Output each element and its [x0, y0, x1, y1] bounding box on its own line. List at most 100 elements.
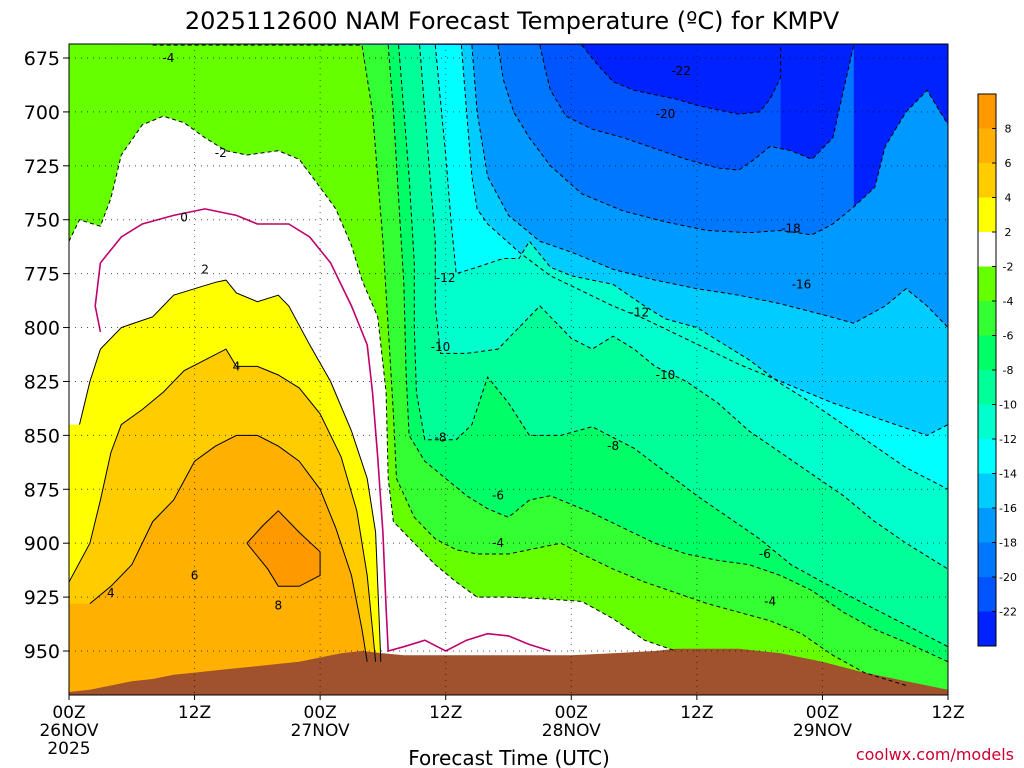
colorbar-swatch [978, 577, 996, 612]
colorbar-swatch [978, 404, 996, 439]
y-tick-label: 750 [24, 210, 60, 232]
contour-line-m6 [387, 45, 948, 663]
colorbar-label: 8 [1005, 123, 1012, 136]
contour-label: -18 [781, 221, 801, 235]
colorbar-label: -20 [999, 571, 1017, 584]
contour-lines [69, 44, 948, 686]
contour-label: -12 [436, 271, 456, 285]
x-tick-label: 12Z [429, 703, 462, 723]
contour-line-m22 [581, 44, 782, 115]
contour-line-m20 [539, 44, 855, 171]
colorbar-swatch [978, 163, 996, 198]
contour-line-4 [69, 348, 377, 662]
y-tick-label: 700 [24, 102, 60, 124]
contour-line-m16 [471, 45, 948, 328]
colorbar-label: -14 [999, 468, 1017, 481]
contour-label: 6 [191, 569, 199, 583]
colorbar-label: -18 [999, 537, 1017, 550]
colorbar-swatch [978, 128, 996, 163]
contour-label: -12 [629, 305, 649, 319]
plot-area [69, 44, 948, 695]
contour-label: -8 [434, 431, 446, 445]
colorbar: 8 6 4 2 -2 -4 -6 -8 -10 -12 -14 -16 -18 -20 -22 [977, 93, 1017, 647]
grid-lines [68, 44, 949, 695]
contour-line-m18 [497, 45, 948, 236]
contour-label: -22 [671, 64, 691, 78]
colorbar-swatch [978, 232, 996, 267]
contour-line-8 [246, 510, 321, 587]
terrain-layer [69, 648, 948, 695]
contour-line-m2 [69, 115, 677, 652]
colorbar-swatch [978, 94, 996, 129]
band-fill-6 [69, 435, 368, 695]
y-tick-label: 900 [24, 533, 60, 555]
y-tick-label: 675 [24, 48, 60, 70]
x-axis-title: Forecast Time (UTC) [408, 746, 610, 768]
colorbar-swatch [978, 335, 996, 370]
colorbar-label: 4 [1005, 192, 1012, 205]
contour-label: -4 [162, 51, 174, 65]
contour-labels: -4-2024468-12-10-8-6-4-22-20-18-16-12-10… [107, 51, 811, 613]
x-tick-label: 12Z [931, 703, 964, 723]
contour-label: -6 [492, 489, 504, 503]
contour-label: 2 [201, 262, 209, 276]
colorbar-label: -6 [1003, 330, 1014, 343]
x-tick-label: 00Z [52, 703, 85, 723]
band-fill-8 [246, 510, 321, 587]
x-tick-label: 28NOV [542, 721, 601, 741]
colorbar-swatch [978, 473, 996, 508]
colorbar-swatch [978, 266, 996, 301]
contour-label: -10 [431, 340, 451, 354]
contour-label: -4 [764, 594, 776, 608]
contour-line-m10 [419, 45, 948, 570]
y-tick-label: 850 [24, 425, 60, 447]
contour-label: 4 [233, 359, 241, 373]
colorbar-label: -8 [1003, 364, 1014, 377]
x-tick-label: 00Z [806, 703, 839, 723]
contour-label: -2 [215, 146, 227, 160]
y-tick-label: 875 [24, 479, 60, 501]
contour-line-m8 [398, 45, 948, 648]
contour-label: -10 [656, 368, 676, 382]
colorbar-label: 2 [1005, 226, 1012, 239]
y-tick-label: 800 [24, 318, 60, 340]
contour-line-0 [94, 208, 551, 653]
contour-label: -6 [759, 547, 771, 561]
x-tick-label: 12Z [680, 703, 713, 723]
contour-line-m12 [434, 45, 948, 490]
contour-label: 0 [180, 211, 188, 225]
contour-label: -20 [656, 107, 676, 121]
contour-label: -16 [792, 277, 812, 291]
plot-frame [68, 43, 949, 696]
colorbar-label: -10 [999, 399, 1017, 412]
colorbar-swatch [978, 370, 996, 405]
colorbar-label: -16 [999, 502, 1017, 515]
contour-line-6 [89, 434, 368, 662]
y-tick-label: 825 [24, 371, 60, 393]
x-tick-label: 29NOV [793, 721, 852, 741]
colorbar-label: 6 [1005, 157, 1012, 170]
terrain-ground [69, 648, 948, 695]
y-tick-label: 725 [24, 156, 60, 178]
x-tick-label: 27NOV [291, 721, 350, 741]
x-tick-label: 00Z [304, 703, 337, 723]
x-tick-label: 2025 [47, 739, 90, 759]
y-axis: 675 700 725 750 775 800 825 850 875 900 925 950 [24, 48, 69, 663]
contour-line-2 [79, 279, 382, 662]
y-tick-label: 925 [24, 587, 60, 609]
chart-title: 2025112600 NAM Forecast Temperature (ºC)… [185, 7, 840, 35]
contour-label: -8 [607, 439, 619, 453]
y-tick-label: 775 [24, 264, 60, 286]
colorbar-label: -2 [1003, 261, 1014, 274]
contour-label: -4 [492, 536, 504, 550]
contour-line-m4 [152, 44, 907, 686]
temperature-fill-bands [69, 44, 948, 695]
x-tick-label: 26NOV [39, 721, 98, 741]
colorbar-label: -4 [1003, 295, 1014, 308]
credit-text: coolwx.com/models [856, 745, 1014, 764]
y-tick-label: 950 [24, 641, 60, 663]
x-tick-label: 12Z [178, 703, 211, 723]
colorbar-swatch [978, 508, 996, 543]
colorbar-swatch [978, 542, 996, 577]
